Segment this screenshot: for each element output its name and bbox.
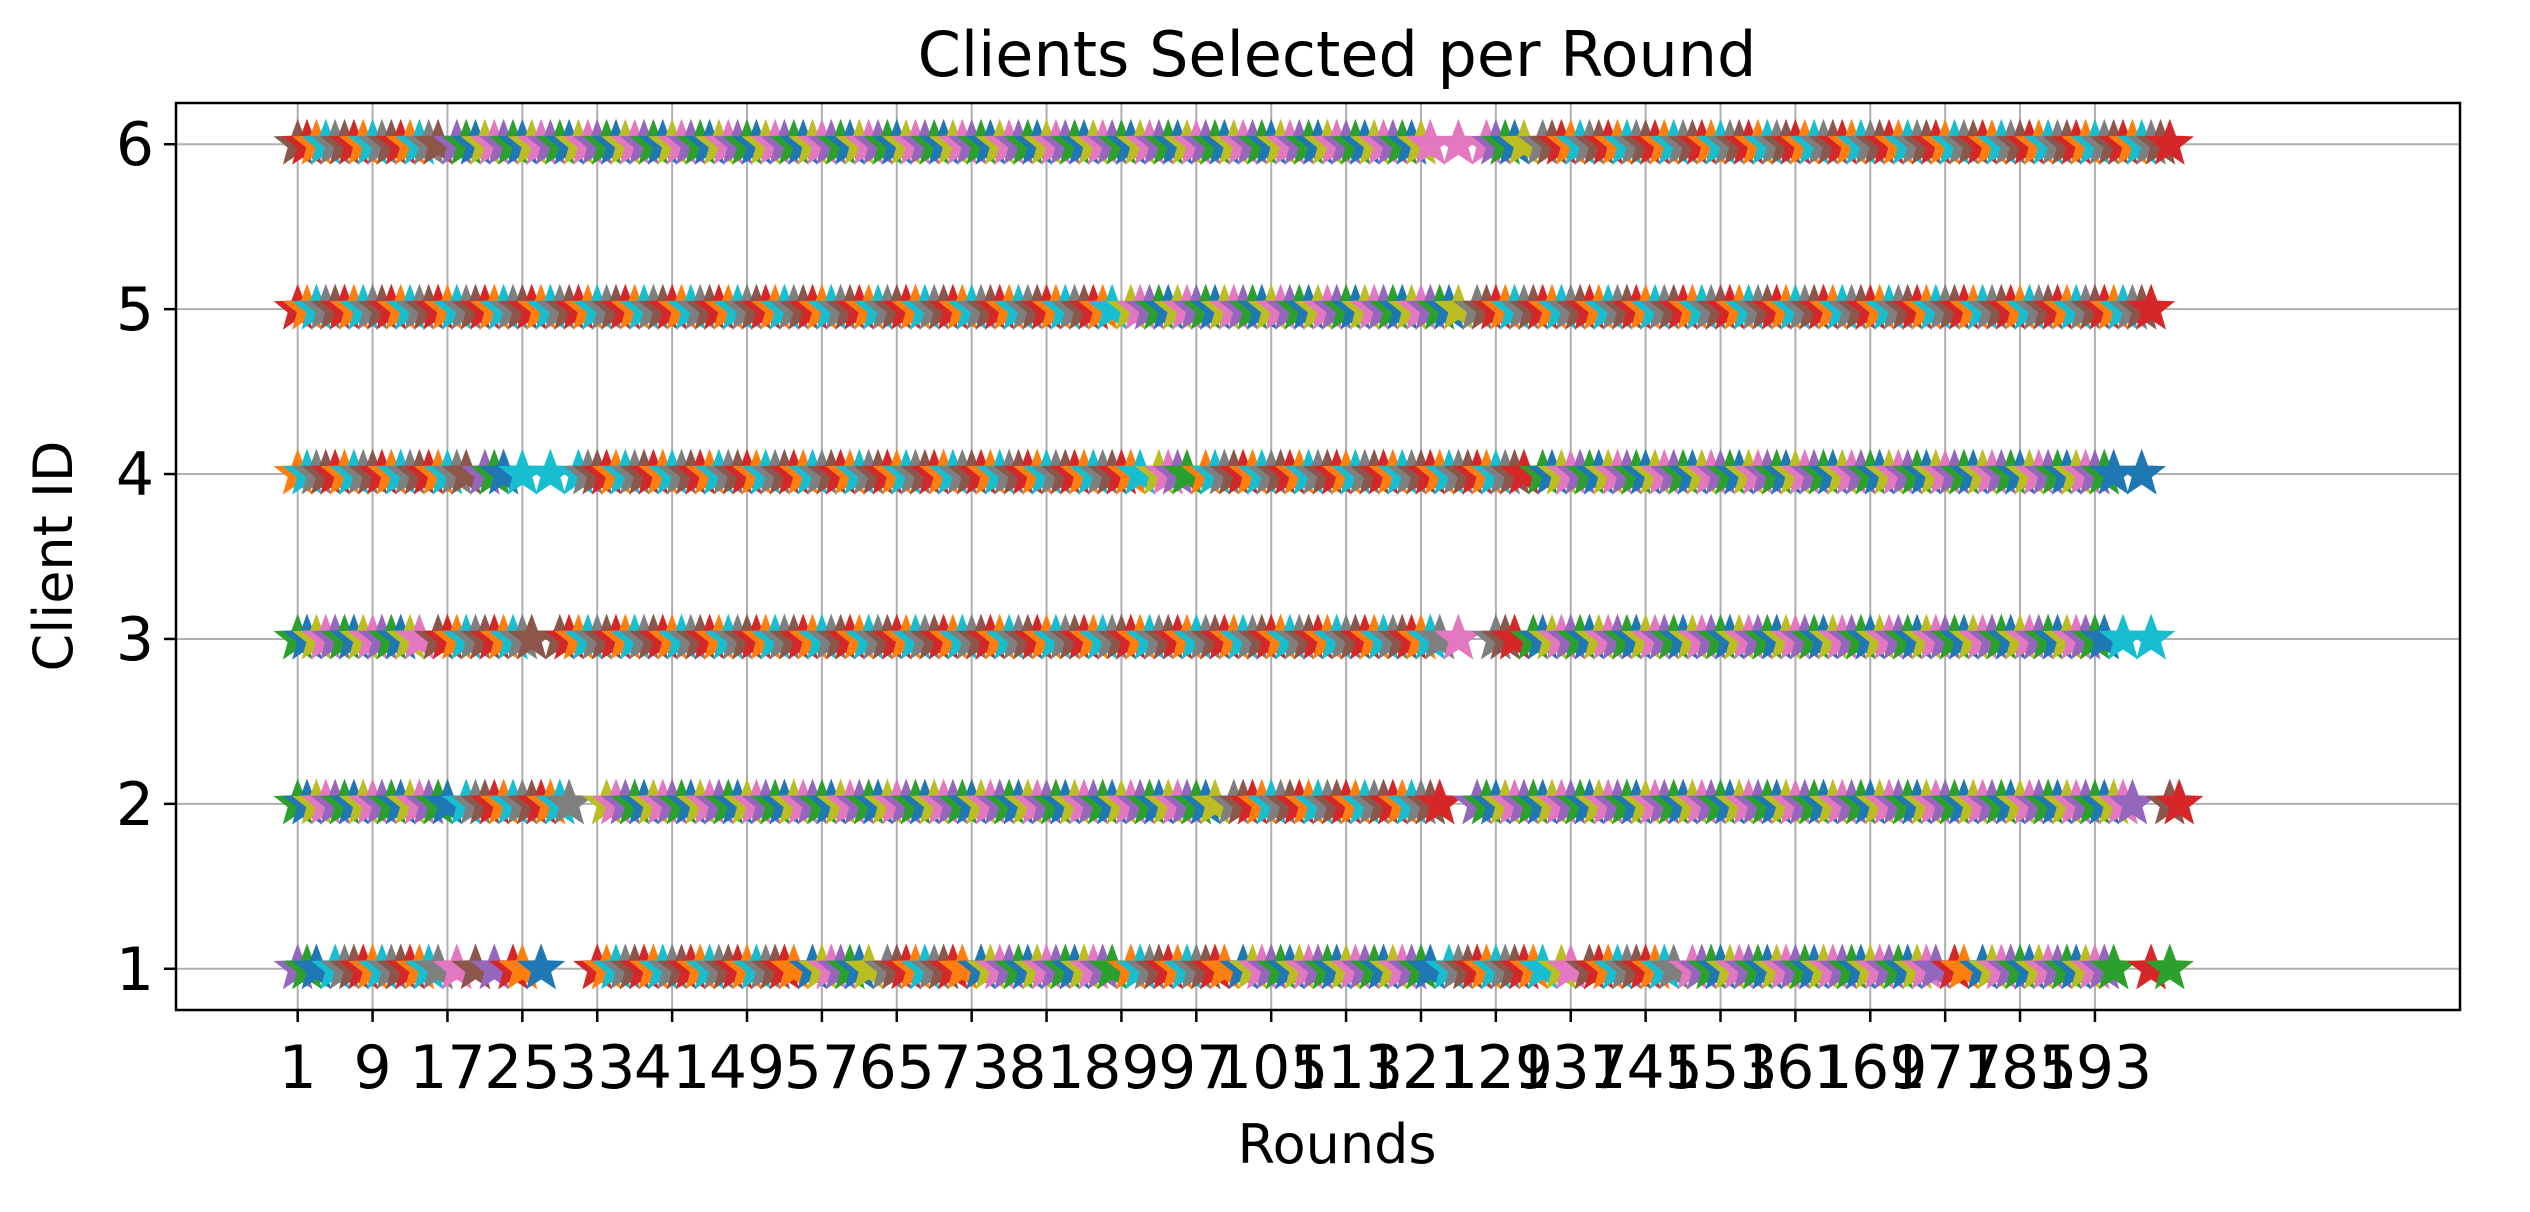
x-tick-label: 65: [859, 1033, 935, 1103]
x-axis-label: Rounds: [1238, 1113, 1437, 1176]
x-tick-label: 137: [1513, 1033, 1628, 1103]
chart-title: Clients Selected per Round: [918, 18, 1757, 91]
x-tick-label: 193: [2038, 1033, 2153, 1103]
data-points: [273, 118, 2204, 990]
data-point-client-1-round-201: [2145, 943, 2194, 990]
x-tick-label: 81: [1008, 1033, 1084, 1103]
x-tick-label: 145: [1588, 1033, 1703, 1103]
x-tick-label: 89: [1083, 1033, 1159, 1103]
x-tick-label: 33: [559, 1033, 635, 1103]
data-point-client-1-round-27: [516, 943, 566, 990]
x-tick-label: 121: [1364, 1033, 1479, 1103]
y-axis-label: Client ID: [22, 440, 85, 671]
x-tick-label: 57: [784, 1033, 860, 1103]
y-tick-label: 1: [116, 935, 154, 1005]
x-tick-label: 25: [484, 1033, 560, 1103]
grid: [176, 103, 2460, 1010]
x-tick-label: 41: [634, 1033, 710, 1103]
x-tick-label: 97: [1158, 1033, 1234, 1103]
data-point-client-2-round-202: [2155, 778, 2204, 825]
x-tick-label: 1: [279, 1033, 317, 1103]
y-tick-label: 3: [116, 605, 154, 675]
x-tick-label: 105: [1214, 1033, 1329, 1103]
plot-frame: [174, 101, 2462, 1012]
x-tick-label: 169: [1813, 1033, 1928, 1103]
data-point-client-4-round-198: [2117, 448, 2166, 495]
x-tick-label: 113: [1289, 1033, 1404, 1103]
data-point-client-5-round-199: [2126, 283, 2176, 330]
x-tick-label: 17: [409, 1033, 485, 1103]
data-point-client-6-round-201: [2145, 118, 2194, 165]
y-tick-label: 4: [116, 440, 154, 510]
y-tick-label: 6: [116, 110, 154, 180]
data-point-client-3-round-199: [2126, 613, 2176, 660]
x-tick-label: 185: [1963, 1033, 2078, 1103]
y-tick-label: 2: [116, 770, 154, 840]
x-tick-label: 9: [353, 1033, 391, 1103]
x-axis-ticks: 1 9 17253341495765738189971051131211291371…: [279, 1010, 2153, 1103]
x-tick-label: 177: [1888, 1033, 2003, 1103]
x-tick-label: 129: [1439, 1033, 1554, 1103]
x-tick-label: 73: [933, 1033, 1009, 1103]
y-axis-ticks: 1 2 3 4 5 6: [116, 110, 176, 1005]
x-tick-label: 153: [1663, 1033, 1778, 1103]
x-tick-label: 49: [709, 1033, 785, 1103]
x-tick-label: 161: [1738, 1033, 1853, 1103]
y-tick-label: 5: [116, 275, 154, 345]
